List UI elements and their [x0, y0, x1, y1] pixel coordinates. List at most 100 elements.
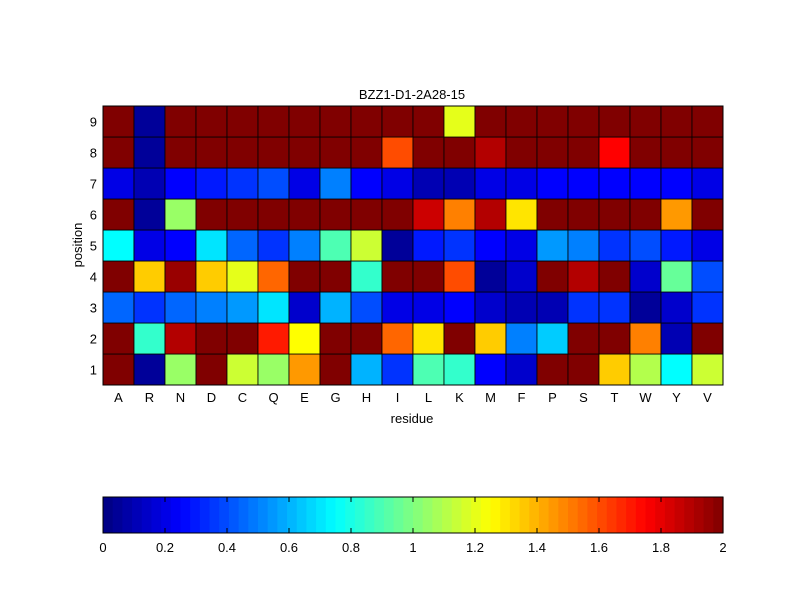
heatmap-cell [319, 167, 352, 200]
heatmap-cell [598, 291, 631, 324]
heatmap-cell [660, 167, 693, 200]
colorbar-segment [267, 497, 278, 533]
heatmap-cell [505, 105, 538, 138]
heatmap-cell [319, 353, 352, 386]
heatmap-cell [350, 291, 383, 324]
colorbar-segment [587, 497, 598, 533]
colorbar-segment [238, 497, 249, 533]
heatmap-cell [350, 198, 383, 231]
heatmap-cell [102, 291, 135, 324]
heatmap-cell [474, 198, 507, 231]
colorbar-segment [597, 497, 608, 533]
colorbar-segment [393, 497, 404, 533]
heatmap-cell [195, 198, 228, 231]
heatmap-cell [660, 136, 693, 169]
heatmap-cell [288, 136, 321, 169]
heatmap-cell [474, 167, 507, 200]
heatmap-cell [536, 353, 569, 386]
heatmap-cell [350, 229, 383, 262]
y-axis-label: position [70, 223, 85, 268]
heatmap-cell [133, 105, 166, 138]
colorbar-segment [219, 497, 230, 533]
colorbar-segment [316, 497, 327, 533]
heatmap-cell [102, 136, 135, 169]
colorbar-segment [480, 497, 492, 533]
heatmap-cell [164, 229, 197, 262]
colorbar-segment [151, 497, 162, 533]
heatmap-cell [505, 322, 538, 355]
colorbar-segment [684, 497, 695, 533]
colorbar-segment [529, 497, 540, 533]
x-tick-label: G [330, 390, 340, 405]
heatmap-cell [443, 291, 476, 324]
colorbar-segment [180, 497, 191, 533]
heatmap-cell [505, 291, 538, 324]
heatmap-cell [288, 167, 321, 200]
heatmap-cell [691, 229, 724, 262]
heatmap-cell [691, 105, 724, 138]
heatmap-cell [381, 291, 414, 324]
colorbar-tick-label: 0 [99, 540, 106, 555]
colorbar-segment [296, 497, 308, 533]
heatmap-cell [660, 353, 693, 386]
heatmap-cell [226, 136, 259, 169]
heatmap-cell [288, 260, 321, 293]
heatmap-cell [536, 136, 569, 169]
colorbar-segment [258, 497, 269, 533]
colorbar-segment [345, 497, 356, 533]
heatmap-cell [567, 136, 600, 169]
heatmap-cell [288, 291, 321, 324]
heatmap-cell [443, 105, 476, 138]
colorbar-tick-label: 1.8 [652, 540, 670, 555]
heatmap-cell [598, 353, 631, 386]
heatmap-cell [164, 167, 197, 200]
heatmap-cell [412, 198, 445, 231]
colorbar-segment [413, 497, 424, 533]
heatmap-cell [319, 105, 352, 138]
heatmap-frame [102, 105, 724, 386]
heatmap-cell [505, 198, 538, 231]
heatmap-cell [381, 260, 414, 293]
y-tick-label: 7 [90, 177, 97, 192]
colorbar-tick-label: 1.4 [528, 540, 546, 555]
colorbar-segment [713, 497, 724, 533]
heatmap-cell [567, 229, 600, 262]
colorbar-segment [568, 497, 579, 533]
heatmap-cell [257, 229, 290, 262]
colorbar-segment [548, 497, 559, 533]
colorbar-segment [693, 497, 705, 533]
heatmap-cell [443, 167, 476, 200]
colorbar-segment [703, 497, 714, 533]
x-tick-label: N [176, 390, 185, 405]
colorbar-segment [509, 497, 521, 533]
heatmap-cell [257, 136, 290, 169]
heatmap-cell [598, 105, 631, 138]
heatmap-cell [226, 229, 259, 262]
heatmap-cell [691, 260, 724, 293]
x-tick-label: R [145, 390, 154, 405]
x-tick-label: Q [268, 390, 278, 405]
colorbar-segment [364, 497, 375, 533]
heatmap-cell [350, 136, 383, 169]
heatmap-cell [474, 353, 507, 386]
colorbar-segment [122, 497, 133, 533]
heatmap-cell [133, 198, 166, 231]
heatmap-cell [288, 105, 321, 138]
heatmap-cell [474, 105, 507, 138]
colorbar-ticks: 0 0.2 0.4 0.6 0.8 1 1.2 1.4 1.6 1.8 2 [99, 497, 727, 555]
heatmap-cell [536, 198, 569, 231]
colorbar-segment [645, 497, 656, 533]
heatmap-cell [102, 167, 135, 200]
heatmap-cell [288, 353, 321, 386]
colorbar-segment [354, 497, 366, 533]
x-tick-label: L [425, 390, 432, 405]
heatmap-cell [629, 260, 662, 293]
heatmap-cell [164, 260, 197, 293]
heatmap-cell [319, 229, 352, 262]
heatmap-cell [133, 291, 166, 324]
x-tick-label: P [548, 390, 557, 405]
colorbar-segment [383, 497, 395, 533]
x-tick-label: Y [672, 390, 681, 405]
heatmap-cell [412, 229, 445, 262]
heatmap-cell [257, 353, 290, 386]
